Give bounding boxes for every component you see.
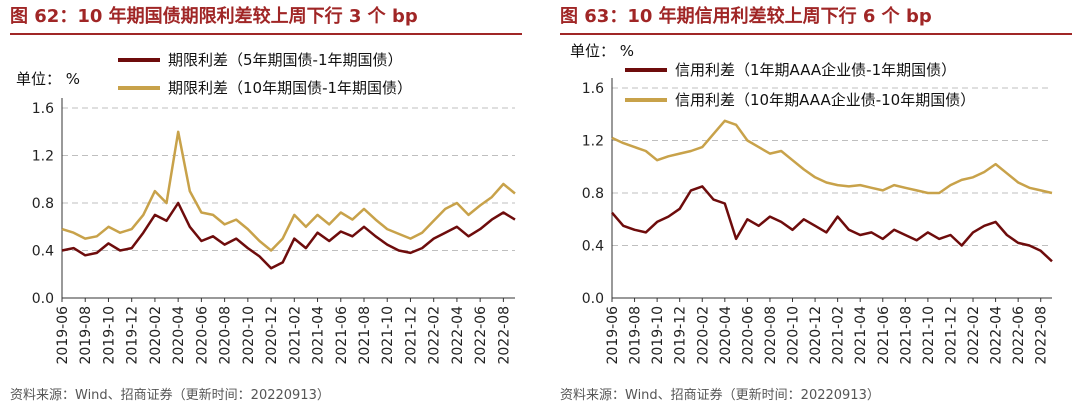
x-tick-label: 2022-06	[1011, 306, 1027, 365]
legend-label: 期限利差（10年期国债-1年期国债）	[168, 79, 412, 97]
x-tick-label: 2019-12	[673, 306, 689, 365]
x-tick-label: 2019-10	[101, 306, 117, 365]
chart-panel-63: 图 63：10 年期信用利差较上周下行 6 个 bp 0.0 0.4 0.8 1.2 1…	[560, 0, 1080, 410]
y-tick-label: 0.0	[32, 291, 54, 307]
y-tick-label: 0.4	[32, 244, 54, 260]
x-tick-label: 2019-06	[55, 306, 71, 365]
x-tick-label: 2022-04	[450, 306, 466, 365]
x-tick-label: 2020-12	[808, 306, 824, 365]
x-tick-label: 2020-06	[740, 306, 756, 365]
x-tick-label: 2020-08	[218, 306, 234, 365]
x-tick-label: 2021-04	[311, 306, 327, 365]
x-tick-label: 2021-06	[876, 306, 892, 365]
x-tick-label: 2019-10	[650, 306, 666, 365]
x-tick-label: 2021-08	[898, 306, 914, 365]
chart-panel-62: 图 62：10 年期国债期限利差较上周下行 3 个 bp 0.0 0.4 0.8 1.…	[10, 0, 530, 410]
y-tick-label: 0.0	[582, 291, 604, 307]
source-note: 资料来源：Wind、招商证券（更新时间：20220913）	[10, 388, 330, 403]
figure-title: 图 62：10 年期国债期限利差较上周下行 3 个 bp	[10, 6, 418, 27]
x-tick-label: 2022-04	[989, 306, 1005, 365]
x-tick-label: 2020-08	[763, 306, 779, 365]
legend-label: 信用利差（1年期AAA企业债-1年期国债）	[675, 61, 956, 79]
series-line-1	[61, 201, 516, 270]
x-tick-label: 2021-12	[943, 306, 959, 365]
y-tick-label: 0.4	[582, 239, 604, 255]
y-tick-label: 1.6	[32, 101, 54, 117]
title-rule	[560, 33, 1072, 35]
series-line-1	[611, 185, 1053, 263]
series-line-2	[61, 130, 516, 252]
x-tick-label: 2020-10	[786, 306, 802, 365]
x-tick-label: 2022-08	[496, 306, 512, 365]
x-tick-label: 2020-10	[241, 306, 257, 365]
legend-label: 信用利差（10年期AAA企业债-10年期国债）	[675, 91, 975, 109]
x-tick-label: 2022-08	[1034, 306, 1050, 365]
x-tick-label: 2021-06	[334, 306, 350, 365]
x-tick-label: 2020-02	[695, 306, 711, 365]
x-tick-label: 2021-10	[921, 306, 937, 365]
line-chart-term-spread: 0.0 0.4 0.8 1.2 1.6 2019-06 2019-08 2019-10 2019…	[16, 51, 516, 365]
x-tick-label: 2021-08	[357, 306, 373, 365]
x-tick-label: 2020-06	[194, 306, 210, 365]
x-tick-label: 2020-04	[718, 306, 734, 365]
x-tick-label: 2019-12	[125, 306, 141, 365]
line-chart-credit-spread: 0.0 0.4 0.8 1.2 1.6 2019-06 2019-08 2019-10 2019…	[570, 42, 1053, 365]
source-note: 资料来源：Wind、招商证券（更新时间：20220913）	[560, 388, 880, 403]
x-tick-label: 2019-08	[78, 306, 94, 365]
x-tick-label: 2021-10	[380, 306, 396, 365]
x-tick-label: 2021-12	[403, 306, 419, 365]
y-tick-label: 1.2	[32, 149, 54, 165]
series-line-2	[611, 119, 1053, 195]
x-tick-label: 2020-04	[171, 306, 187, 365]
figure-title: 图 63：10 年期信用利差较上周下行 6 个 bp	[560, 6, 932, 27]
unit-label: 单位： %	[570, 42, 634, 60]
x-tick-label: 2019-08	[628, 306, 644, 365]
x-tick-label: 2022-02	[966, 306, 982, 365]
y-tick-label: 0.8	[32, 196, 54, 212]
x-tick-label: 2021-02	[287, 306, 303, 365]
title-rule	[10, 33, 522, 35]
y-tick-label: 1.2	[582, 134, 604, 150]
x-tick-label: 2021-04	[853, 306, 869, 365]
x-tick-label: 2022-02	[427, 306, 443, 365]
unit-label: 单位： %	[16, 70, 80, 88]
y-tick-label: 0.8	[582, 186, 604, 202]
y-tick-label: 1.6	[582, 81, 604, 97]
x-tick-label: 2019-06	[605, 306, 621, 365]
x-tick-label: 2021-02	[831, 306, 847, 365]
x-tick-label: 2020-02	[148, 306, 164, 365]
x-tick-label: 2020-12	[264, 306, 280, 365]
x-tick-label: 2022-06	[473, 306, 489, 365]
legend-label: 期限利差（5年期国债-1年期国债）	[168, 51, 403, 69]
